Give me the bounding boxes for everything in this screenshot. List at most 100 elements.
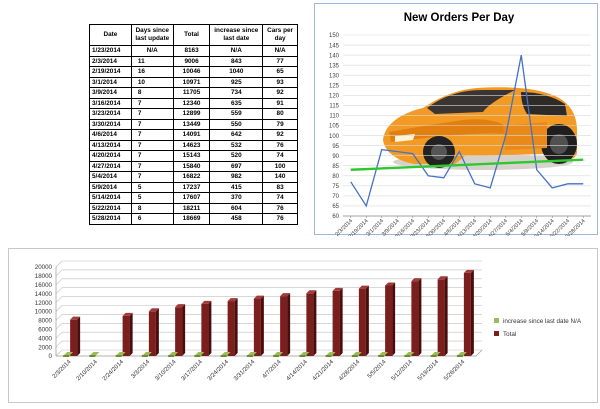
table-cell: 604 (209, 202, 264, 214)
bar-total-top (358, 285, 369, 289)
bar-increase-base (378, 355, 385, 357)
table-cell: 532 (209, 139, 264, 151)
legend-label: increase since last date N/A (503, 318, 582, 325)
table-cell: 7 (130, 139, 174, 151)
table-cell: 11705 (172, 87, 211, 99)
table-cell: 17237 (172, 181, 211, 193)
bar-increase-base (115, 355, 122, 357)
table-cell: 3/9/2014 (89, 87, 132, 99)
bar-total (385, 285, 393, 356)
table-cell: 14091 (172, 129, 211, 141)
gridline-depth (55, 287, 63, 294)
bar-total-top (280, 293, 291, 297)
gridline-depth (55, 260, 63, 268)
y-tick-label: 60 (332, 214, 339, 220)
table-cell: 10046 (172, 66, 211, 78)
column-header: Date (89, 24, 132, 46)
table-cell: 18211 (172, 202, 211, 214)
y-tick-label: 14000 (35, 291, 53, 298)
gridline-depth (55, 331, 63, 339)
table-cell: 370 (209, 192, 264, 204)
y-tick-label: 100 (329, 134, 340, 140)
table-cell: 520 (209, 150, 264, 162)
table-cell: 458 (209, 213, 264, 225)
table-cell: 7 (130, 129, 174, 141)
table-cell: 5/9/2014 (89, 181, 132, 193)
table-cell: N/A (130, 45, 174, 57)
x-tick-label: 3/31/2014 (233, 359, 257, 383)
table-cell: 3/16/2014 (89, 97, 132, 109)
bar-total (306, 293, 314, 356)
bar-chart-legend: increase since last date N/A Total (494, 318, 582, 338)
y-tick-label: 18000 (35, 273, 53, 280)
table-cell: 6 (130, 213, 174, 225)
table-cell: 18669 (172, 213, 211, 225)
bar-total-side (444, 276, 448, 356)
table-cell: 65 (262, 66, 298, 78)
table-cell: 3/1/2014 (89, 76, 132, 88)
y-tick-label: 8000 (38, 318, 52, 325)
table-cell: 8 (130, 202, 174, 214)
table-cell: 79 (262, 118, 298, 130)
table-cell: 15143 (172, 150, 211, 162)
table-cell: 5/22/2014 (89, 202, 132, 214)
table-cell: 5/14/2014 (89, 192, 132, 204)
bar-increase-base (141, 355, 148, 357)
bar-increase-base (351, 355, 358, 357)
gridline-depth (55, 349, 63, 357)
bar-increase-base (325, 355, 332, 357)
y-tick-label: 16000 (35, 282, 53, 289)
table-cell: 4/20/2014 (89, 150, 132, 162)
x-axis-depth (475, 349, 483, 357)
bar-increase-base (430, 355, 437, 357)
bar-total (411, 281, 419, 356)
bar-increase-base (246, 355, 253, 357)
x-tick-label: 3/3/2014 (131, 359, 152, 380)
x-tick-label: 4/28/2014 (338, 359, 362, 383)
bar-total-top (411, 278, 422, 282)
table-row: 5/22/2014 8 18211 604 76 (89, 202, 298, 214)
bar-total-top (201, 300, 212, 304)
y-tick-label: 12000 (35, 300, 53, 307)
bar-total-top (70, 316, 81, 320)
bar-total-side (470, 269, 474, 356)
table-cell: 100 (262, 160, 298, 172)
bar-total-side (77, 316, 81, 356)
table-cell: 635 (209, 97, 264, 109)
bar-chart-panel: 0 2000 4000 6000 8000 10000 12000 14000 16000 180… (8, 248, 598, 403)
bar-total-side (339, 287, 343, 356)
table-cell: 12899 (172, 108, 211, 120)
line-chart-plot (350, 54, 584, 208)
table-cell: 559 (209, 108, 264, 120)
bar-total (70, 319, 78, 356)
table-cell: 13449 (172, 118, 211, 130)
gridline-depth (55, 278, 63, 286)
bar-total-side (234, 298, 238, 356)
table-cell: 925 (209, 76, 264, 88)
table-cell: 5 (130, 192, 174, 204)
table-cell: 5/28/2014 (89, 213, 132, 225)
bar-total (280, 296, 288, 356)
table-cell: 1/23/2014 (89, 45, 132, 57)
table-cell: 80 (262, 108, 298, 120)
table-row: 4/6/2014 7 14091 642 92 (89, 129, 298, 141)
table-cell: 10971 (172, 76, 211, 88)
x-tick-label: 4/14/2014 (286, 359, 310, 383)
y-tick-label: 120 (329, 94, 340, 100)
table-cell: 10 (130, 76, 174, 88)
bar-total-side (313, 290, 317, 356)
table-cell: N/A (209, 45, 264, 57)
y-tick-label: 6000 (38, 327, 52, 334)
bar-total-side (392, 282, 396, 356)
table-cell: 8 (130, 87, 174, 99)
bar-total-top (463, 269, 474, 273)
y-tick-label: 145 (329, 43, 340, 49)
y-tick-label: 105 (329, 124, 340, 130)
table-cell: 4/6/2014 (89, 129, 132, 141)
table-cell: 7 (130, 108, 174, 120)
bar-increase-base (299, 355, 306, 357)
y-tick-label: 135 (329, 63, 340, 69)
table-cell: 7 (130, 160, 174, 172)
bar-total-top (385, 282, 396, 286)
table-cell: 76 (262, 139, 298, 151)
